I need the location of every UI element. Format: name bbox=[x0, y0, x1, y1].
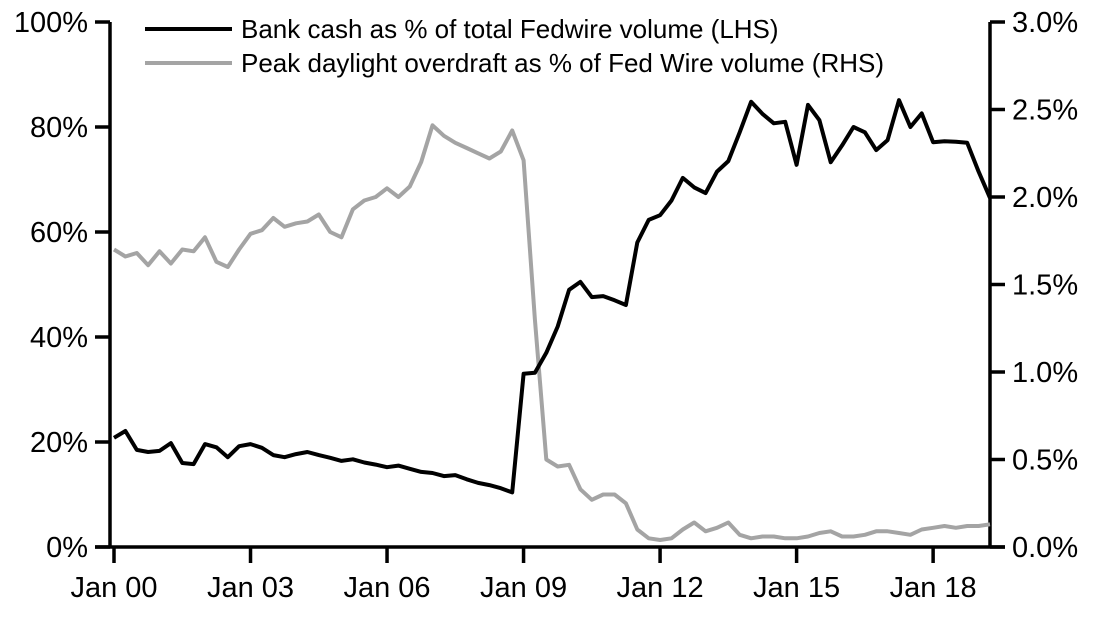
right-axis-tick-label: 1.5% bbox=[1012, 270, 1078, 302]
right-axis-tick-label: 0.0% bbox=[1012, 532, 1078, 564]
legend-label-bank-cash: Bank cash as % of total Fedwire volume (… bbox=[241, 14, 779, 44]
left-axis-tick-label: 80% bbox=[30, 112, 88, 144]
left-axis-tick-label: 100% bbox=[14, 7, 88, 39]
axis-ticks bbox=[95, 20, 1005, 563]
right-axis-tick-label: 3.0% bbox=[1012, 7, 1078, 39]
right-axis-tick-label: 2.5% bbox=[1012, 95, 1078, 127]
legend-label-overdraft: Peak daylight overdraft as % of Fed Wire… bbox=[241, 48, 884, 78]
left-axis-tick-label: 40% bbox=[30, 322, 88, 354]
right-axis-tick-label: 1.0% bbox=[1012, 357, 1078, 389]
axes bbox=[95, 22, 1005, 549]
left-axis-tick-label: 60% bbox=[30, 217, 88, 249]
right-axis-tick-label: 2.0% bbox=[1012, 182, 1078, 214]
bank-cash-line bbox=[112, 98, 992, 495]
legend: Bank cash as % of total Fedwire volume (… bbox=[145, 14, 884, 78]
x-axis-tick-label: Jan 15 bbox=[753, 572, 840, 604]
x-axis-tick-label: Jan 00 bbox=[70, 572, 157, 604]
overdraft-line bbox=[112, 123, 991, 542]
data-series bbox=[112, 98, 992, 542]
left-axis-tick-label: 0% bbox=[46, 532, 88, 564]
axis-tick-labels: 0% 20% 40% 60% 80% 100% 0.0% 0.5% 1.0% 1.5% 2.0% 2.… bbox=[14, 7, 1078, 604]
x-axis-tick-label: Jan 09 bbox=[480, 572, 567, 604]
right-axis-tick-label: 0.5% bbox=[1012, 445, 1078, 477]
x-axis-tick-label: Jan 06 bbox=[343, 572, 430, 604]
x-axis-tick-label: Jan 12 bbox=[617, 572, 704, 604]
x-axis-tick-label: Jan 18 bbox=[890, 572, 977, 604]
x-axis-tick-label: Jan 03 bbox=[207, 572, 294, 604]
left-axis-tick-label: 20% bbox=[30, 427, 88, 459]
